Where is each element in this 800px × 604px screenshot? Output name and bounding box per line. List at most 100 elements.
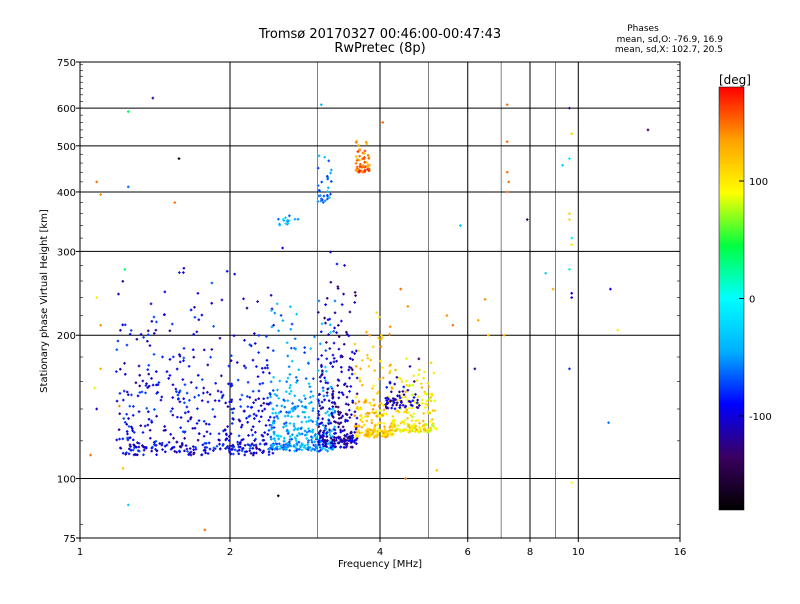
echo-point <box>429 429 433 432</box>
echo-point <box>258 442 262 446</box>
echo-point <box>303 405 307 409</box>
echo-point <box>335 262 339 266</box>
echo-point <box>316 166 320 170</box>
echo-point <box>316 184 320 187</box>
echo-point <box>202 386 206 390</box>
echo-point <box>321 439 324 443</box>
echo-point <box>324 365 327 369</box>
echo-point <box>189 381 193 384</box>
echo-point <box>95 407 98 411</box>
echo-point <box>137 364 141 368</box>
echo-point <box>248 343 252 347</box>
echo-point <box>99 367 102 371</box>
echo-point <box>185 405 189 409</box>
echo-point <box>277 411 281 415</box>
echo-point <box>424 423 428 426</box>
echo-point <box>155 320 158 324</box>
echo-point <box>212 449 215 452</box>
echo-point <box>320 354 323 357</box>
echo-point <box>126 432 129 436</box>
echo-point <box>423 392 427 396</box>
echo-point <box>152 315 156 319</box>
echo-point <box>192 445 195 448</box>
echo-point <box>255 414 258 418</box>
echo-point <box>188 447 192 450</box>
echo-point <box>323 316 326 320</box>
echo-point <box>275 302 279 306</box>
echo-point <box>413 400 416 404</box>
echo-point <box>321 389 325 393</box>
echo-point <box>237 434 241 438</box>
echo-point <box>336 384 340 387</box>
echo-point <box>382 404 385 407</box>
echo-point <box>261 381 265 385</box>
echo-point <box>167 377 170 380</box>
echo-point <box>287 365 291 368</box>
echo-point <box>417 430 420 434</box>
echo-point <box>227 382 230 386</box>
echo-point <box>342 437 346 440</box>
echo-point <box>126 503 130 507</box>
echo-point <box>337 413 341 416</box>
echo-point <box>171 413 175 417</box>
echo-point <box>350 350 354 354</box>
echo-point <box>168 374 172 377</box>
echo-point <box>385 406 388 410</box>
echo-point <box>253 417 256 420</box>
echo-point <box>331 444 335 447</box>
echo-point <box>422 427 426 431</box>
echo-point <box>426 410 430 413</box>
echo-point <box>341 355 344 358</box>
echo-point <box>299 444 302 448</box>
echo-point <box>196 292 200 295</box>
echo-point <box>386 433 390 436</box>
echo-point <box>391 415 395 418</box>
echo-point <box>241 438 245 441</box>
echo-point <box>303 415 307 419</box>
echo-point <box>353 372 357 375</box>
echo-point <box>324 321 327 325</box>
echo-point <box>358 147 361 151</box>
echo-point <box>303 444 307 447</box>
echo-point <box>135 337 139 341</box>
echo-point <box>278 442 281 446</box>
echo-point <box>339 416 343 420</box>
echo-point <box>307 427 310 430</box>
echo-point <box>381 366 384 369</box>
echo-point <box>570 296 573 299</box>
echo-point <box>309 400 313 404</box>
echo-point <box>360 416 364 420</box>
echo-point <box>309 395 312 399</box>
echo-point <box>125 423 129 426</box>
echo-point <box>371 387 374 390</box>
echo-point <box>230 422 234 425</box>
echo-point <box>257 409 260 413</box>
echo-point <box>324 448 327 451</box>
echo-point <box>568 157 571 160</box>
echo-point <box>125 390 129 394</box>
echo-point <box>340 319 343 323</box>
echo-point <box>400 419 404 423</box>
echo-point <box>400 380 404 384</box>
echo-point <box>325 297 329 300</box>
echo-point <box>188 398 191 402</box>
echo-point <box>379 338 383 341</box>
echo-point <box>331 392 334 396</box>
echo-point <box>333 402 337 406</box>
colorbar-ticks: 100 0 -100 <box>739 177 772 423</box>
echo-point <box>123 361 126 365</box>
echo-point <box>431 393 434 397</box>
echo-point <box>302 394 306 398</box>
echo-point <box>429 392 432 396</box>
echo-point <box>136 441 139 444</box>
echo-point <box>254 398 258 402</box>
echo-point <box>128 443 132 447</box>
echo-point <box>379 415 382 419</box>
echo-point <box>248 396 252 399</box>
echo-point <box>288 373 292 376</box>
echo-point <box>201 443 205 447</box>
echo-point <box>323 439 327 442</box>
phase-colorbar: [deg] 100 0 -100 <box>718 73 772 511</box>
echo-point <box>365 142 369 146</box>
echo-point <box>354 162 358 165</box>
